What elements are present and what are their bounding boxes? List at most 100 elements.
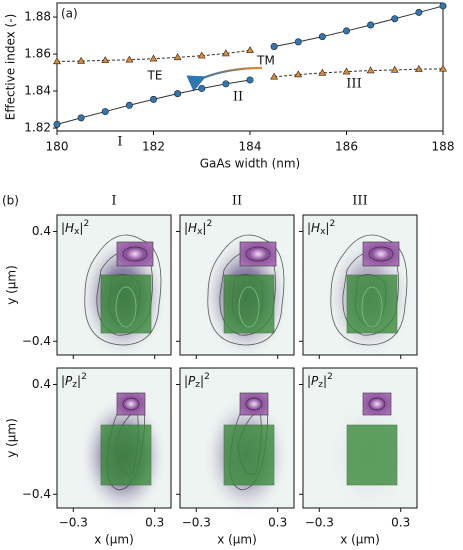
- data-point: [294, 38, 302, 46]
- qd-region: [116, 241, 154, 267]
- y-tick-label: 0.4: [32, 224, 51, 238]
- data-point: [101, 56, 110, 64]
- field-panel: |Pz|2−0.3 0.3x (μm): [176, 367, 295, 547]
- qd-region: [362, 241, 400, 267]
- field-label-part: 2: [329, 219, 335, 229]
- field-panel: |Pz|2−0.3 0.30.4−0.4x (μm)y (μm): [5, 367, 172, 547]
- field-label-part: |: [77, 374, 81, 388]
- column-label: III: [352, 194, 367, 209]
- data-point: [150, 95, 158, 103]
- panel-frame: [56, 367, 172, 509]
- field-label-part: P: [65, 374, 73, 388]
- x-tick-label: −0.3: [305, 516, 334, 530]
- data-point: [198, 84, 206, 92]
- contour: [245, 397, 263, 411]
- panel-label: (b): [2, 194, 19, 208]
- contour: [368, 397, 386, 411]
- field-label-part: |: [79, 221, 83, 235]
- data-point: [197, 51, 206, 59]
- data-point: [246, 46, 254, 54]
- field-label-part: 2: [81, 372, 87, 382]
- y-axis-label: y (μm): [5, 418, 19, 458]
- x-tick-label: 0.3: [391, 516, 410, 530]
- x-tick-label: 184: [239, 140, 262, 154]
- field-label-part: H: [311, 221, 320, 235]
- gaas-region: [100, 424, 152, 486]
- data-point: [342, 67, 351, 75]
- y-tick-label: 1.82: [24, 121, 51, 135]
- data-point: [101, 108, 109, 116]
- panel-frame: [56, 214, 172, 356]
- contour: [122, 397, 140, 411]
- field-label-part: |: [184, 221, 188, 235]
- field-label-part: 2: [204, 372, 210, 382]
- data-point: [294, 70, 303, 78]
- field-label-part: |: [184, 374, 188, 388]
- field-label-part: x: [320, 227, 326, 237]
- field-panel: |Pz|2 −0.3 0.3 x (μm): [299, 367, 418, 547]
- field-label: |Hx|2: [184, 219, 212, 237]
- x-tick-label: −0.3: [182, 516, 211, 530]
- y-tick-label: 1.84: [24, 84, 51, 98]
- gaas-region: [346, 424, 398, 486]
- data-point: [173, 53, 182, 61]
- x-axis-label: x (μm): [94, 533, 134, 547]
- contour: [368, 246, 394, 262]
- data-point: [174, 90, 182, 98]
- x-tick-label: 180: [46, 140, 69, 154]
- series-line: [274, 68, 444, 78]
- x-tick-label: 0.3: [268, 516, 287, 530]
- data-point: [221, 49, 230, 57]
- y-axis-label: y (μm): [5, 265, 19, 305]
- y-tick-label: −0.4: [22, 334, 51, 348]
- x-tick-label: 188: [432, 140, 455, 154]
- contour: [84, 234, 162, 346]
- data-point: [439, 64, 447, 72]
- y-tick-label: −0.4: [22, 487, 51, 501]
- y-axis-label: Effective index (-): [4, 14, 18, 121]
- data-point: [53, 120, 61, 128]
- panel-frame: [179, 214, 295, 356]
- field-label-part: |: [200, 374, 204, 388]
- data-point: [439, 2, 447, 10]
- x-axis-label: x (μm): [217, 533, 257, 547]
- panel-frame: [302, 214, 418, 356]
- field-label-part: x: [74, 227, 80, 237]
- x-tick-label: 186: [335, 140, 358, 154]
- data-point: [318, 68, 327, 76]
- field-panel: |Hx|2 0.4 −0.4 y (μm): [5, 214, 172, 359]
- contour: [238, 286, 260, 328]
- column-label: I: [111, 194, 116, 209]
- data-point: [391, 15, 399, 23]
- ann-mode: III: [346, 77, 361, 92]
- data-point: [342, 27, 350, 35]
- plot-frame: [56, 2, 444, 132]
- field-label-part: P: [188, 374, 196, 388]
- data-point: [270, 42, 278, 50]
- field-label-part: |: [202, 221, 206, 235]
- qd-region: [116, 392, 146, 416]
- data-point: [414, 65, 423, 72]
- mode-arrow: [186, 66, 263, 92]
- data-point: [222, 80, 230, 88]
- field-label: |Hx|2: [61, 219, 89, 237]
- field-label-part: |: [307, 221, 311, 235]
- panel-frame: [302, 367, 418, 509]
- contour: [207, 234, 285, 346]
- field-panel: |Hx|2: [176, 214, 295, 359]
- field-label-part: |: [307, 374, 311, 388]
- field-label: |Pz|2: [61, 372, 87, 390]
- data-point: [415, 8, 423, 16]
- gaas-region: [346, 274, 398, 334]
- field-label: |Pz|2: [307, 372, 333, 390]
- field-label: |Hx|2: [307, 219, 335, 237]
- field-label-part: 2: [327, 372, 333, 382]
- ann-mode: I: [117, 135, 122, 150]
- contour: [361, 286, 383, 328]
- gaas-region: [223, 274, 275, 334]
- field-label-part: 2: [83, 219, 89, 229]
- data-point: [390, 65, 399, 73]
- x-axis-label: x (μm): [340, 533, 380, 547]
- series-line: [274, 5, 444, 47]
- field-label-part: |: [323, 374, 327, 388]
